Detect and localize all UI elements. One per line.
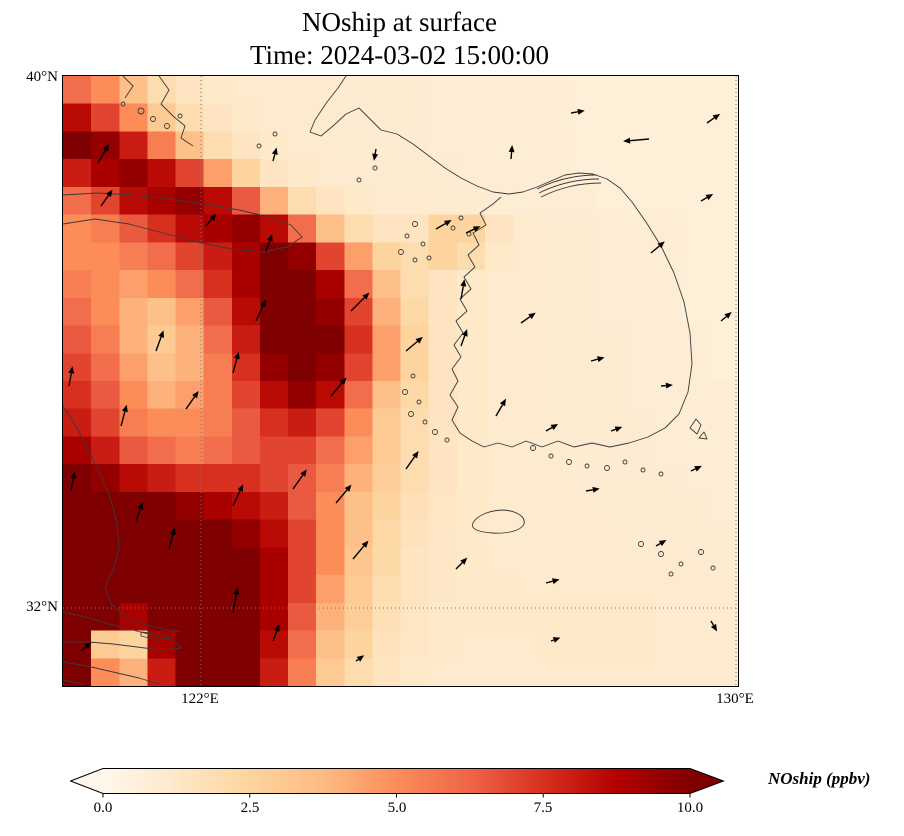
lon-tick-122e: 122°E [181, 691, 219, 707]
colorbar-tick-4: 10.0 [676, 800, 704, 816]
colorbar-bar [69, 768, 725, 794]
concentration-heatmap [63, 76, 738, 686]
plot-title-line1: NOship at surface [302, 7, 497, 37]
colorbar-label: NOship (ppbv) [768, 769, 871, 788]
lat-tick-32n: 32°N [26, 599, 58, 615]
colorbar-tick-2: 5.0 [387, 800, 407, 816]
map-axes [62, 75, 739, 687]
colorbar-tick-1: 2.5 [240, 800, 260, 816]
colorbar-tick-0: 0.0 [93, 800, 113, 816]
map-overlay [63, 76, 738, 686]
colorbar-tick-3: 7.5 [533, 800, 553, 816]
plot-title-line2: Time: 2024-03-02 15:00:00 [249, 40, 550, 70]
lat-tick-40n: 40°N [26, 69, 58, 85]
plot-title: NOship at surface Time: 2024-03-02 15:00… [62, 6, 737, 72]
lon-tick-130e: 130°E [716, 691, 754, 707]
colorbar-gradient [69, 768, 725, 798]
colorbar: 0.0 2.5 5.0 7.5 10.0 [69, 768, 730, 818]
